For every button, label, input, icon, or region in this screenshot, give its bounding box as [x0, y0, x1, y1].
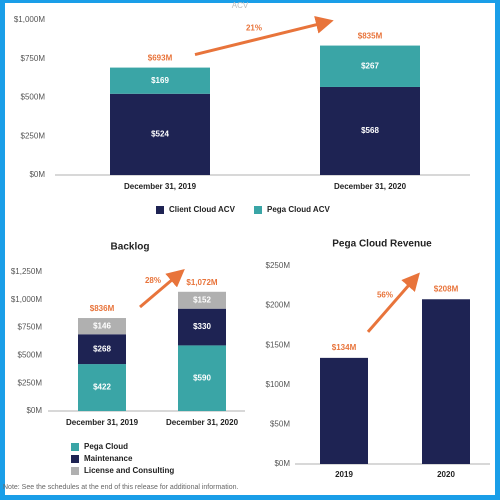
y-tick-label: $1,000M [14, 15, 45, 24]
legend-label: License and Consulting [84, 466, 174, 475]
x-tick-label: 2019 [335, 470, 353, 479]
y-tick-label: $0M [29, 170, 45, 179]
growth-arrow [194, 15, 334, 57]
x-tick-label: December 31, 2019 [124, 182, 197, 191]
segment-label: $267 [361, 61, 379, 70]
bar [320, 357, 368, 464]
bar-segment [320, 45, 420, 87]
bar-segment [110, 93, 210, 175]
y-tick-label: $250M [21, 131, 46, 140]
y-tick-label: $0M [26, 406, 42, 415]
bar-segment [110, 67, 210, 94]
chart-title: ACV [232, 1, 249, 10]
bar-segment [320, 86, 420, 175]
growth-arrow [366, 272, 420, 333]
bar [422, 299, 470, 464]
growth-arrow [139, 268, 185, 309]
value-label: $134M [332, 343, 357, 352]
segment-label: $568 [361, 126, 379, 135]
y-tick-label: $1,250M [11, 267, 42, 276]
bar-segment [178, 345, 226, 411]
growth-label: 21% [246, 24, 262, 33]
legend-swatch [71, 455, 79, 463]
y-tick-label: $750M [21, 54, 46, 63]
x-tick-label: December 31, 2020 [166, 418, 239, 427]
segment-label: $422 [93, 383, 111, 392]
y-tick-label: $750M [18, 323, 43, 332]
legend-label: Pega Cloud ACV [267, 205, 330, 214]
legend-label: Pega Cloud [84, 442, 128, 451]
footnote: Note: See the schedules at the end of th… [3, 484, 238, 491]
legend-label: Maintenance [84, 454, 133, 463]
legend-swatch [71, 467, 79, 475]
bar-segment [78, 364, 126, 411]
legend-swatch [156, 206, 164, 214]
segment-label: $330 [193, 322, 211, 331]
y-tick-label: $500M [18, 351, 43, 360]
y-tick-label: $50M [270, 420, 290, 429]
bar-segment [178, 291, 226, 309]
bar-segment [178, 308, 226, 346]
growth-label: 56% [377, 291, 393, 300]
x-tick-label: December 31, 2019 [66, 418, 139, 427]
total-label: $836M [90, 304, 115, 313]
legend-swatch [254, 206, 262, 214]
legend-swatch [71, 443, 79, 451]
segment-label: $146 [93, 321, 111, 330]
total-label: $693M [148, 54, 173, 63]
segment-label: $268 [93, 344, 111, 353]
segment-label: $152 [193, 295, 211, 304]
y-tick-label: $100M [266, 380, 291, 389]
chart-title: Backlog [111, 242, 150, 253]
total-label: $835M [358, 32, 383, 41]
total-label: $1,072M [186, 278, 217, 287]
y-tick-label: $150M [266, 340, 291, 349]
x-tick-label: 2020 [437, 470, 455, 479]
y-tick-label: $250M [266, 261, 291, 270]
segment-label: $524 [151, 129, 169, 138]
segment-label: $169 [151, 76, 169, 85]
bar-segment [78, 334, 126, 365]
growth-label: 28% [145, 276, 161, 285]
y-tick-label: $500M [21, 93, 46, 102]
legend-label: Client Cloud ACV [169, 205, 236, 214]
y-tick-label: $1,000M [11, 295, 42, 304]
bar-segment [78, 318, 126, 335]
y-tick-label: $200M [266, 301, 291, 310]
x-tick-label: December 31, 2020 [334, 182, 407, 191]
value-label: $208M [434, 284, 459, 293]
segment-label: $590 [193, 373, 211, 382]
chart-title: Pega Cloud Revenue [332, 239, 432, 250]
y-tick-label: $0M [274, 459, 290, 468]
y-tick-label: $250M [18, 378, 43, 387]
